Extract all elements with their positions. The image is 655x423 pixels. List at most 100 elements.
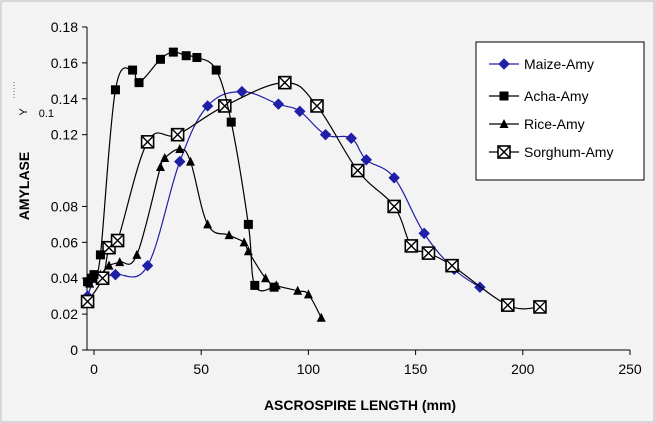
- data-point-acha-amy: [155, 54, 165, 64]
- x-tick-label: 100: [297, 361, 321, 377]
- x-tick-label: 200: [511, 361, 535, 377]
- diamond-marker-shape: [498, 58, 510, 70]
- x-tick-label: 50: [193, 361, 209, 377]
- data-point-sorghum-amy: [110, 233, 125, 248]
- y-tick-label: 0.14: [51, 91, 78, 107]
- legend-entry-rice-amy: Rice-Amy: [489, 116, 585, 132]
- series-line-maize-amy: [87, 90, 481, 297]
- data-point-rice-amy: [155, 161, 165, 171]
- triangle-marker-shape: [316, 312, 326, 322]
- data-point-sorghum-amy: [310, 99, 324, 113]
- square-marker-shape: [155, 54, 165, 64]
- triangle-marker-shape: [203, 219, 213, 229]
- data-point-acha-amy: [168, 47, 178, 57]
- square-x-marker-cross: [96, 271, 110, 285]
- data-point-rice-amy: [104, 260, 114, 270]
- diamond-marker-shape: [141, 259, 154, 272]
- square-x-marker-cross: [404, 239, 418, 253]
- data-point-maize-amy: [272, 98, 285, 110]
- square-marker-shape: [89, 270, 99, 280]
- data-point-acha-amy: [192, 53, 202, 63]
- y-axis-title: AMYLASE: [16, 152, 32, 220]
- square-marker-shape: [168, 47, 178, 57]
- data-point-maize-amy: [141, 259, 154, 272]
- data-point-rice-amy: [293, 285, 303, 295]
- square-x-marker-cross: [81, 295, 95, 309]
- y-tick-label: 0.18: [51, 19, 78, 35]
- data-point-acha-amy: [250, 280, 260, 290]
- diamond-marker-shape: [272, 98, 285, 110]
- square-x-marker-cross: [278, 76, 292, 90]
- y-tick-label: 0.04: [51, 270, 78, 286]
- data-point-sorghum-amy: [387, 199, 401, 214]
- data-point-maize-amy: [236, 85, 248, 98]
- square-x-marker-cross: [141, 135, 155, 149]
- triangle-marker-shape: [224, 230, 234, 240]
- square-marker-shape: [250, 280, 260, 290]
- data-point-sorghum-amy: [170, 127, 185, 142]
- data-point-maize-amy: [201, 100, 214, 112]
- square-marker-shape: [269, 282, 279, 292]
- stray-tick-label: 0.1: [39, 108, 54, 120]
- data-point-sorghum-amy: [140, 135, 155, 149]
- series-sorghum-amy: [80, 75, 547, 314]
- data-point-rice-amy: [175, 144, 185, 154]
- triangle-marker-shape: [175, 144, 185, 154]
- y-axis-fragment: Y: [18, 108, 30, 116]
- data-point-rice-amy: [132, 249, 142, 259]
- y-tick-label: 0.02: [51, 306, 78, 322]
- legend-marker-acha-amy: [499, 91, 509, 101]
- data-point-maize-amy: [109, 268, 122, 281]
- x-tick-label: 250: [618, 361, 642, 377]
- diamond-marker-shape: [418, 227, 430, 240]
- data-point-sorghum-amy: [421, 246, 436, 260]
- data-point-rice-amy: [224, 230, 234, 240]
- y-tick-label: 0.16: [51, 55, 78, 71]
- square-marker-shape: [181, 51, 191, 61]
- diamond-marker-shape: [109, 268, 122, 281]
- triangle-marker-shape: [239, 237, 249, 247]
- data-point-maize-amy: [174, 155, 186, 168]
- diamond-marker-shape: [360, 154, 372, 166]
- y-tick-label: 0.12: [51, 127, 78, 143]
- diamond-marker-shape: [345, 132, 357, 144]
- data-point-acha-amy: [89, 270, 99, 280]
- legend-entry-acha-amy: Acha-Amy: [489, 88, 589, 104]
- triangle-marker-shape: [132, 249, 142, 259]
- legend-entry-maize-amy: Maize-Amy: [489, 56, 594, 72]
- square-marker-shape: [128, 65, 138, 75]
- square-x-marker-cross: [111, 234, 125, 248]
- data-point-acha-amy: [128, 65, 138, 75]
- data-point-maize-amy: [294, 105, 306, 118]
- legend-label-acha-amy: Acha-Amy: [524, 88, 589, 104]
- triangle-marker-shape: [303, 289, 313, 299]
- legend-marker-maize-amy: [498, 58, 510, 70]
- square-x-marker-cross: [421, 246, 435, 260]
- diamond-marker-shape: [388, 172, 400, 184]
- square-marker-shape: [499, 91, 509, 101]
- triangle-marker-shape: [104, 260, 114, 270]
- data-point-maize-amy: [418, 227, 430, 240]
- square-x-marker-cross: [351, 164, 365, 178]
- y-tick-label: 0.08: [51, 198, 78, 214]
- data-point-sorghum-amy: [95, 271, 110, 286]
- data-point-acha-amy: [211, 65, 221, 75]
- square-x-marker-cross: [501, 298, 515, 312]
- x-tick-label: 0: [90, 361, 98, 377]
- series-layer: [80, 47, 547, 322]
- data-point-acha-amy: [95, 250, 105, 260]
- data-point-rice-amy: [261, 273, 271, 283]
- data-point-acha-amy: [110, 85, 120, 95]
- square-x-marker-cross: [310, 99, 324, 113]
- triangle-marker-shape: [499, 119, 509, 128]
- square-marker-shape: [134, 78, 144, 88]
- data-point-rice-amy: [185, 156, 195, 166]
- x-tick-label: 150: [404, 361, 428, 377]
- square-marker-shape: [243, 219, 253, 229]
- triangle-marker-shape: [293, 285, 303, 295]
- legend-entry-sorghum-amy: Sorghum-Amy: [489, 144, 613, 160]
- data-point-rice-amy: [316, 312, 326, 322]
- y-tick-label: 0.06: [51, 234, 78, 250]
- legend-marker-rice-amy: [499, 119, 509, 128]
